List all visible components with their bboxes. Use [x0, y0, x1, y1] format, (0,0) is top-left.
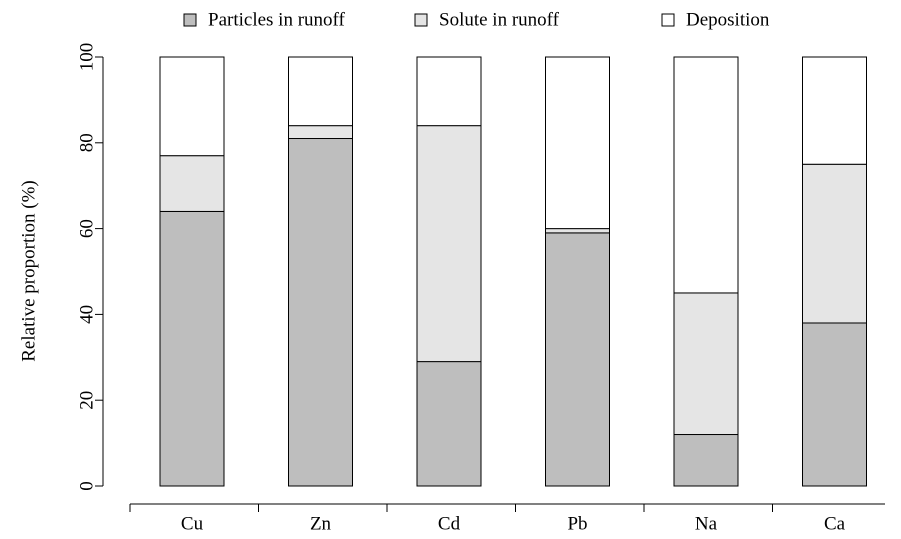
bar-segment [159, 56, 225, 157]
bar-segment [802, 322, 867, 487]
bar-segment [159, 210, 225, 487]
bar-segment [288, 56, 353, 127]
x-tick-label: Na [695, 513, 718, 534]
bar-segment [159, 155, 225, 212]
y-tick-label: 40 [76, 305, 97, 324]
bar-segment [288, 125, 353, 140]
bar-segment [545, 232, 610, 487]
bar-segment [288, 138, 353, 487]
bar-segment [416, 56, 482, 127]
bar-segment [802, 56, 867, 165]
bar-segment [802, 163, 867, 324]
bar-segment [545, 56, 610, 230]
x-tick-label: Zn [310, 513, 332, 534]
bar-segment [416, 361, 482, 487]
bar-segment [673, 434, 739, 487]
legend-label: Solute in runoff [439, 9, 560, 30]
bar-segment [416, 125, 482, 363]
y-tick-label: 20 [76, 391, 97, 410]
legend-swatch [183, 13, 197, 27]
x-tick-label: Cd [438, 513, 461, 534]
y-tick-label: 100 [76, 43, 97, 72]
y-tick-label: 60 [76, 219, 97, 238]
legend-label: Deposition [686, 9, 770, 30]
y-tick-label: 0 [76, 481, 97, 491]
bar-segment [545, 228, 610, 234]
legend-swatch [414, 13, 428, 27]
y-tick-label: 80 [76, 133, 97, 152]
x-tick-label: Cu [181, 513, 204, 534]
y-axis-label: Relative proportion (%) [18, 180, 39, 362]
x-tick-label: Pb [567, 513, 587, 534]
bar-segment [673, 292, 739, 436]
x-tick-label: Ca [824, 513, 846, 534]
legend-label: Particles in runoff [208, 9, 346, 30]
legend-swatch [661, 13, 675, 27]
bar-segment [673, 56, 739, 294]
